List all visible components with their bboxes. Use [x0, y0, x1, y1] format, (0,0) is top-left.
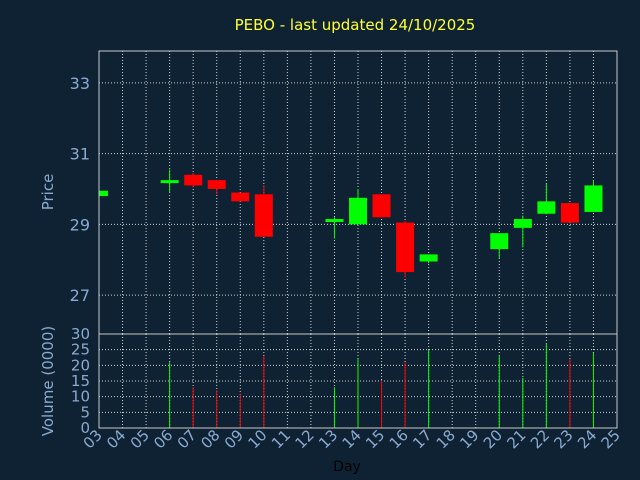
- volume-tick-label: 20: [71, 356, 90, 374]
- price-tick-label: 29: [70, 215, 90, 234]
- day-axis-label: Day: [333, 459, 361, 475]
- candle-body: [207, 180, 226, 189]
- candle-body: [325, 219, 344, 223]
- candle-body: [584, 185, 603, 212]
- price-tick-label: 27: [70, 286, 90, 305]
- day-tick-label: 05: [127, 426, 153, 452]
- volume-tick-label: 0: [80, 419, 90, 437]
- day-tick-label: 16: [386, 426, 412, 452]
- candle-body: [349, 197, 367, 225]
- price-axis-label: Price: [39, 174, 57, 211]
- price-tick-label: 33: [70, 74, 90, 93]
- volume-axis-label: Volume (0000): [39, 326, 57, 436]
- candle: [372, 194, 391, 218]
- day-tick-label: 12: [292, 426, 318, 452]
- day-tick-label: 25: [598, 426, 624, 452]
- day-tick-label: 11: [268, 426, 294, 452]
- candle: [349, 188, 367, 225]
- candle-body: [419, 254, 438, 262]
- candle: [231, 192, 250, 202]
- day-tick-label: 10: [244, 426, 270, 452]
- candle-body: [490, 233, 509, 250]
- day-tick-label: 14: [339, 426, 365, 452]
- candle-body: [537, 201, 556, 214]
- day-tick-label: 20: [480, 426, 506, 452]
- candle-body: [160, 180, 179, 184]
- candle-body: [513, 219, 532, 228]
- candle: [98, 190, 108, 197]
- day-tick-label: 09: [221, 426, 247, 452]
- day-tick-label: 24: [574, 426, 600, 452]
- volume-tick-label: 10: [71, 388, 90, 406]
- volume-plot-frame: [98, 333, 618, 429]
- day-tick-label: 21: [503, 426, 529, 452]
- candle: [537, 183, 556, 214]
- candle: [396, 220, 415, 278]
- candle-body: [560, 203, 579, 223]
- price-tick-label: 31: [70, 145, 90, 164]
- day-tick-label: 06: [150, 426, 176, 452]
- candle-body: [372, 194, 391, 218]
- candle: [325, 217, 344, 239]
- candle: [490, 233, 509, 258]
- candle-body: [99, 190, 108, 197]
- day-tick-label: 18: [433, 426, 459, 452]
- candle: [254, 185, 273, 237]
- volume-tick-label: 25: [71, 341, 90, 359]
- candle-body: [231, 192, 250, 202]
- volume-tick-label: 5: [80, 403, 90, 421]
- day-tick-label: 17: [409, 426, 435, 452]
- candle: [513, 215, 532, 248]
- candle-body: [396, 222, 415, 273]
- chart-title: PEBO - last updated 24/10/2025: [235, 16, 476, 34]
- day-tick-label: 13: [315, 426, 341, 452]
- day-tick-label: 08: [197, 426, 223, 452]
- candle-body: [184, 174, 203, 186]
- candle: [560, 203, 579, 223]
- price-panel: 27 29 31 33 Price: [39, 50, 618, 335]
- day-tick-label: 15: [362, 426, 388, 452]
- day-tick-label: 22: [527, 426, 553, 452]
- candle: [160, 169, 179, 193]
- candle: [207, 180, 226, 195]
- volume-tick-label: 15: [71, 372, 90, 390]
- candle: [419, 254, 438, 264]
- candle-body: [254, 194, 273, 237]
- candle: [184, 173, 203, 188]
- volume-tick-label: 30: [71, 325, 90, 343]
- day-tick-label: 19: [456, 426, 482, 452]
- day-tick-label: 07: [174, 426, 200, 452]
- day-tick-label: 04: [103, 426, 129, 452]
- candle: [584, 180, 603, 212]
- day-tick-label: 23: [551, 426, 577, 452]
